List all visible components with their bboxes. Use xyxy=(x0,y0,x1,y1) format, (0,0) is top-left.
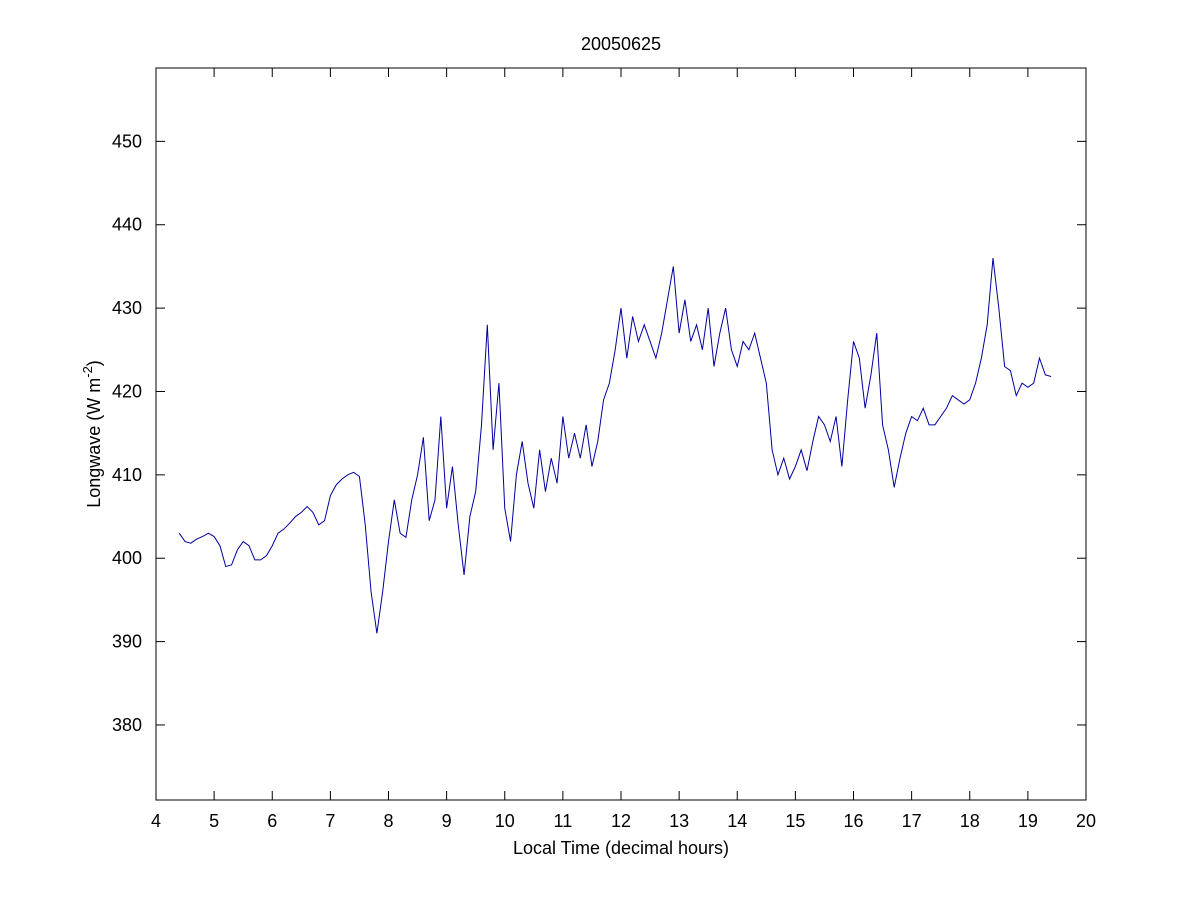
y-axis-label: Longwave (W m-2) xyxy=(80,360,104,508)
x-tick-label: 6 xyxy=(267,811,277,831)
x-axis-label: Local Time (decimal hours) xyxy=(513,838,729,858)
x-tick-label: 17 xyxy=(902,811,922,831)
x-tick-label: 14 xyxy=(727,811,747,831)
y-tick-label: 390 xyxy=(112,632,142,652)
x-tick-label: 5 xyxy=(209,811,219,831)
x-tick-label: 15 xyxy=(785,811,805,831)
y-tick-label: 430 xyxy=(112,298,142,318)
x-tick-label: 9 xyxy=(442,811,452,831)
y-tick-label: 410 xyxy=(112,465,142,485)
y-axis-label-suffix: ) xyxy=(84,360,104,366)
x-tick-label: 10 xyxy=(495,811,515,831)
x-tick-label: 8 xyxy=(383,811,393,831)
y-tick-label: 380 xyxy=(112,715,142,735)
y-tick-label: 440 xyxy=(112,215,142,235)
x-tick-label: 7 xyxy=(325,811,335,831)
y-tick-label: 400 xyxy=(112,548,142,568)
x-tick-label: 20 xyxy=(1076,811,1096,831)
x-tick-label: 18 xyxy=(960,811,980,831)
x-tick-label: 13 xyxy=(669,811,689,831)
x-tick-label: 16 xyxy=(843,811,863,831)
x-tick-label: 19 xyxy=(1018,811,1038,831)
plot-frame xyxy=(155,67,1087,801)
chart-title: 20050625 xyxy=(581,34,661,54)
y-tick-label: 420 xyxy=(112,381,142,401)
x-tick-label: 12 xyxy=(611,811,631,831)
x-tick-label: 4 xyxy=(151,811,161,831)
y-axis-label-superscript: -2 xyxy=(80,366,95,378)
x-tick-label: 11 xyxy=(554,811,573,831)
data-line xyxy=(178,258,1052,634)
y-axis-label-text: Longwave (W m xyxy=(84,378,104,508)
y-tick-label: 450 xyxy=(112,131,142,151)
